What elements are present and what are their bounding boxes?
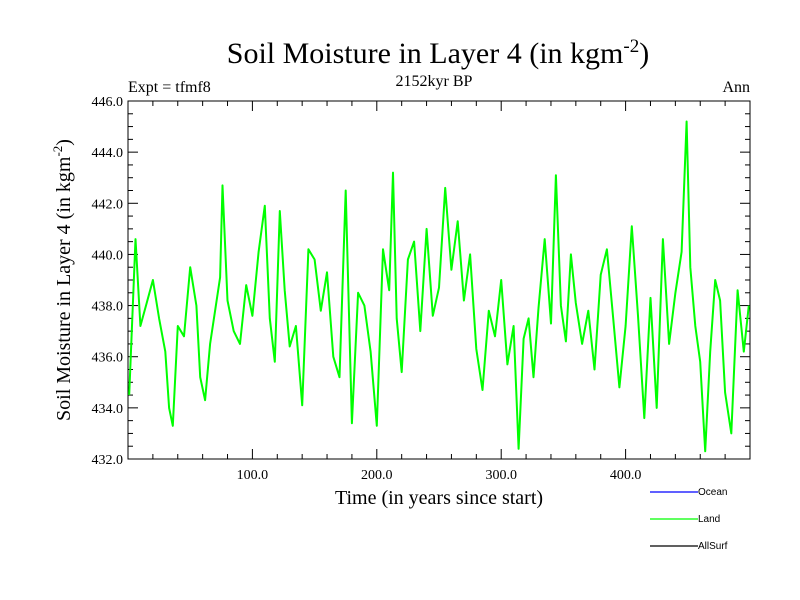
x-tick-label: 300.0 bbox=[485, 468, 517, 483]
y-tick-label: 444.0 bbox=[92, 146, 124, 161]
y-tick-label: 438.0 bbox=[92, 300, 124, 315]
y-tick-label: 440.0 bbox=[92, 248, 124, 263]
x-tick-label: 400.0 bbox=[610, 468, 642, 483]
legend-label-land: Land bbox=[698, 514, 720, 525]
legend: Ocean Land AllSurf bbox=[650, 487, 728, 552]
x-tick-label: 200.0 bbox=[361, 468, 393, 483]
y-tick-label: 432.0 bbox=[92, 453, 124, 468]
x-tick-label: 100.0 bbox=[237, 468, 269, 483]
experiment-label: Expt = tfmf8 bbox=[128, 79, 211, 96]
y-axis-label-superscript: -2 bbox=[50, 146, 65, 157]
legend-label-allsurf: AllSurf bbox=[698, 541, 728, 552]
x-axis-label: Time (in years since start) bbox=[335, 487, 543, 509]
y-tick-label: 434.0 bbox=[92, 402, 124, 417]
season-label: Ann bbox=[722, 79, 750, 96]
x-axis: 100.0 200.0 300.0 400.0 bbox=[152, 101, 726, 483]
legend-label-ocean: Ocean bbox=[698, 487, 727, 498]
chart-title: Soil Moisture in Layer 4 (in kgm-2) bbox=[227, 36, 649, 70]
period-label: 2152kyr BP bbox=[396, 73, 473, 90]
y-tick-label: 442.0 bbox=[92, 197, 124, 212]
y-tick-label: 446.0 bbox=[92, 95, 124, 110]
series-line-land bbox=[128, 120, 750, 453]
y-axis: 432.0 434.0 436.0 438.0 440.0 442.0 444.0 446.0 bbox=[92, 95, 750, 468]
y-axis-label: Soil Moisture in Layer 4 (in kgm-2) bbox=[50, 139, 75, 421]
series-group bbox=[128, 120, 750, 453]
chart-title-superscript: -2 bbox=[623, 36, 639, 57]
y-tick-label: 436.0 bbox=[92, 351, 124, 366]
